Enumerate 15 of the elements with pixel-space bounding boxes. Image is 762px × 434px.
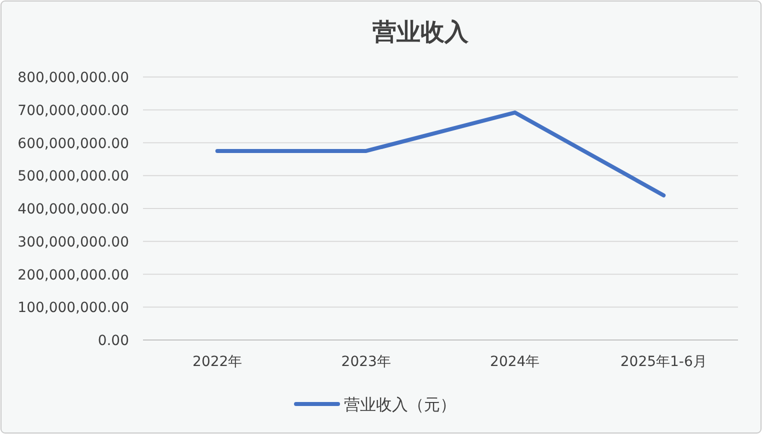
x-tick-label: 2025年1-6月 (620, 354, 707, 370)
y-tick-label: 400,000,000.00 (18, 202, 129, 218)
y-tick-label: 700,000,000.00 (18, 102, 129, 119)
chart-title: 营业收入 (372, 18, 470, 46)
y-tick-label: 200,000,000.00 (18, 267, 129, 284)
y-tick-label: 300,000,000.00 (18, 234, 129, 250)
y-tick-label: 100,000,000.00 (18, 300, 129, 316)
y-tick-label: 600,000,000.00 (18, 136, 129, 152)
y-tick-label: 800,000,000.00 (18, 70, 129, 86)
x-tick-label: 2024年 (490, 354, 540, 370)
legend-label: 营业收入（元） (344, 395, 456, 414)
y-tick-label: 500,000,000.00 (18, 168, 129, 185)
y-tick-label: 0.00 (98, 333, 129, 349)
x-tick-label: 2023年 (341, 354, 391, 370)
x-tick-label: 2022年 (192, 354, 242, 370)
